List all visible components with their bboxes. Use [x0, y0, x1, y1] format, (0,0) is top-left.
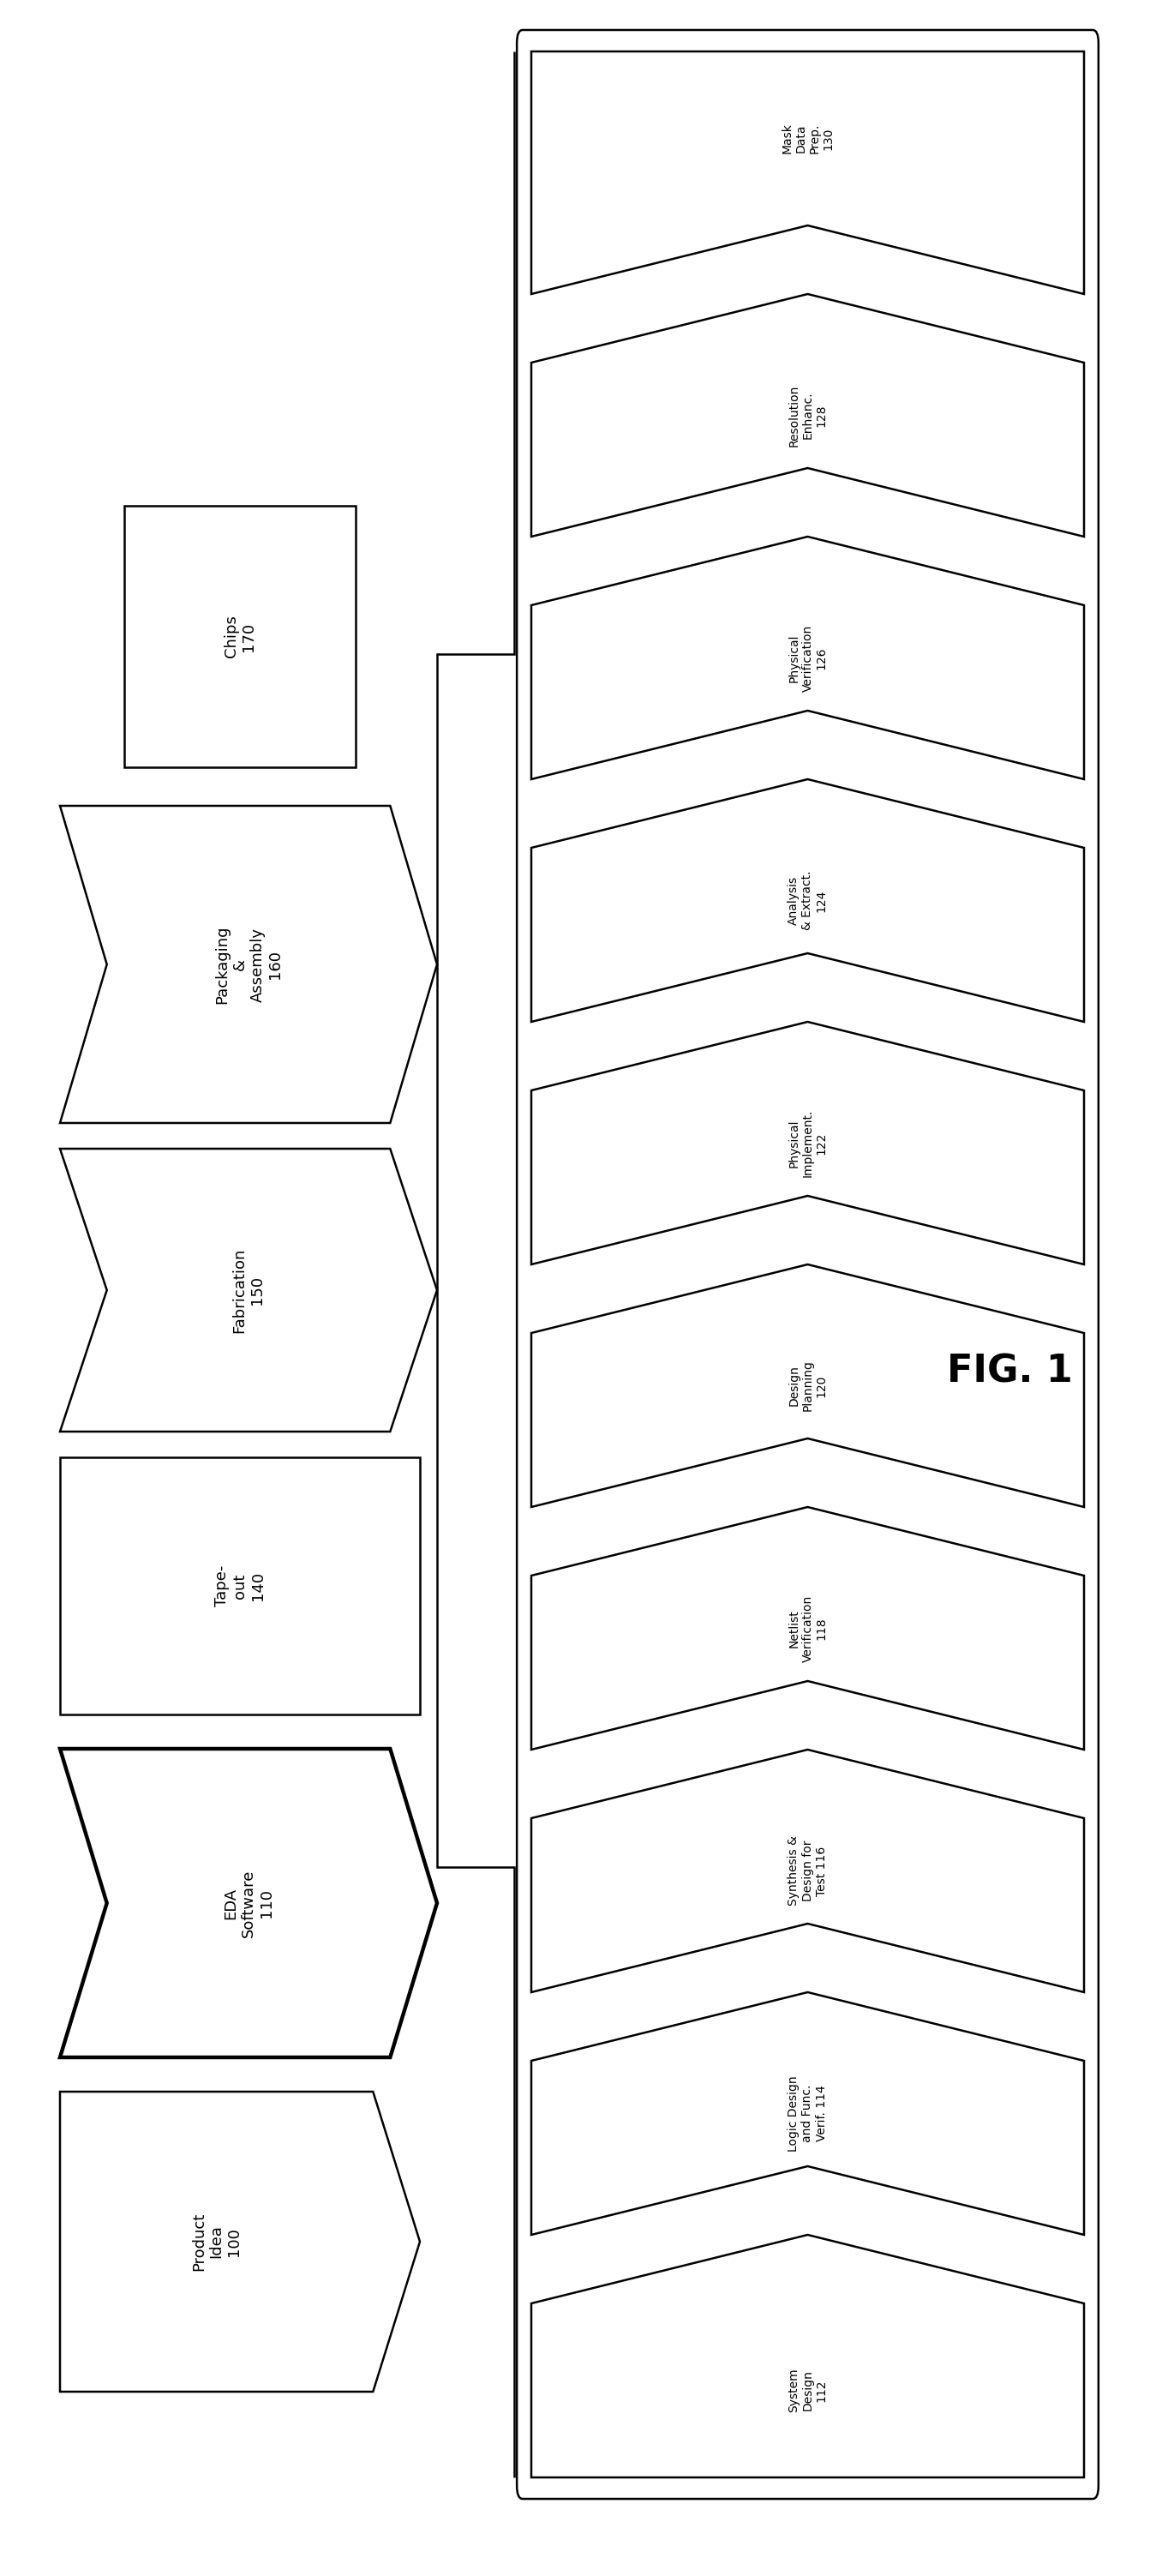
Text: Mask
Data
Prep.
130: Mask Data Prep. 130	[781, 124, 835, 155]
Polygon shape	[532, 294, 1084, 536]
Polygon shape	[532, 52, 1084, 294]
Polygon shape	[60, 1149, 437, 1432]
Text: Packaging
&
Assembly
160: Packaging & Assembly 160	[214, 925, 283, 1005]
Text: Fabrication
150: Fabrication 150	[232, 1247, 265, 1332]
Text: Tape-
out
140: Tape- out 140	[215, 1566, 265, 1607]
Text: Physical
Implement.
122: Physical Implement. 122	[788, 1110, 828, 1177]
Text: Physical
Verification
126: Physical Verification 126	[788, 623, 828, 690]
Bar	[60, 1458, 420, 1716]
Text: Resolution
Enhanc.
128: Resolution Enhanc. 128	[788, 384, 828, 446]
Text: System
Design
112: System Design 112	[788, 2367, 828, 2414]
Text: Design
Planning
120: Design Planning 120	[788, 1360, 828, 1412]
Text: Synthesis &
Design for
Test 116: Synthesis & Design for Test 116	[788, 1837, 828, 1906]
Bar	[124, 505, 356, 768]
Polygon shape	[532, 536, 1084, 778]
Polygon shape	[532, 1991, 1084, 2236]
Polygon shape	[60, 2092, 420, 2391]
Polygon shape	[532, 1507, 1084, 1749]
Polygon shape	[532, 2236, 1084, 2478]
Polygon shape	[532, 778, 1084, 1023]
Text: EDA
Software
110: EDA Software 110	[223, 1870, 274, 1937]
Text: Product
Idea
100: Product Idea 100	[191, 2213, 242, 2272]
Text: Chips
170: Chips 170	[223, 616, 257, 657]
Polygon shape	[532, 1749, 1084, 1991]
Text: Logic Design
and Func.
Verif. 114: Logic Design and Func. Verif. 114	[788, 2076, 828, 2151]
Text: Analysis
& Extract.
124: Analysis & Extract. 124	[788, 871, 828, 930]
Polygon shape	[60, 806, 437, 1123]
Text: FIG. 1: FIG. 1	[946, 1352, 1073, 1391]
Text: Netlist
Verification
118: Netlist Verification 118	[788, 1595, 828, 1662]
Polygon shape	[60, 1749, 437, 2058]
Polygon shape	[532, 1265, 1084, 1507]
Polygon shape	[532, 1023, 1084, 1265]
